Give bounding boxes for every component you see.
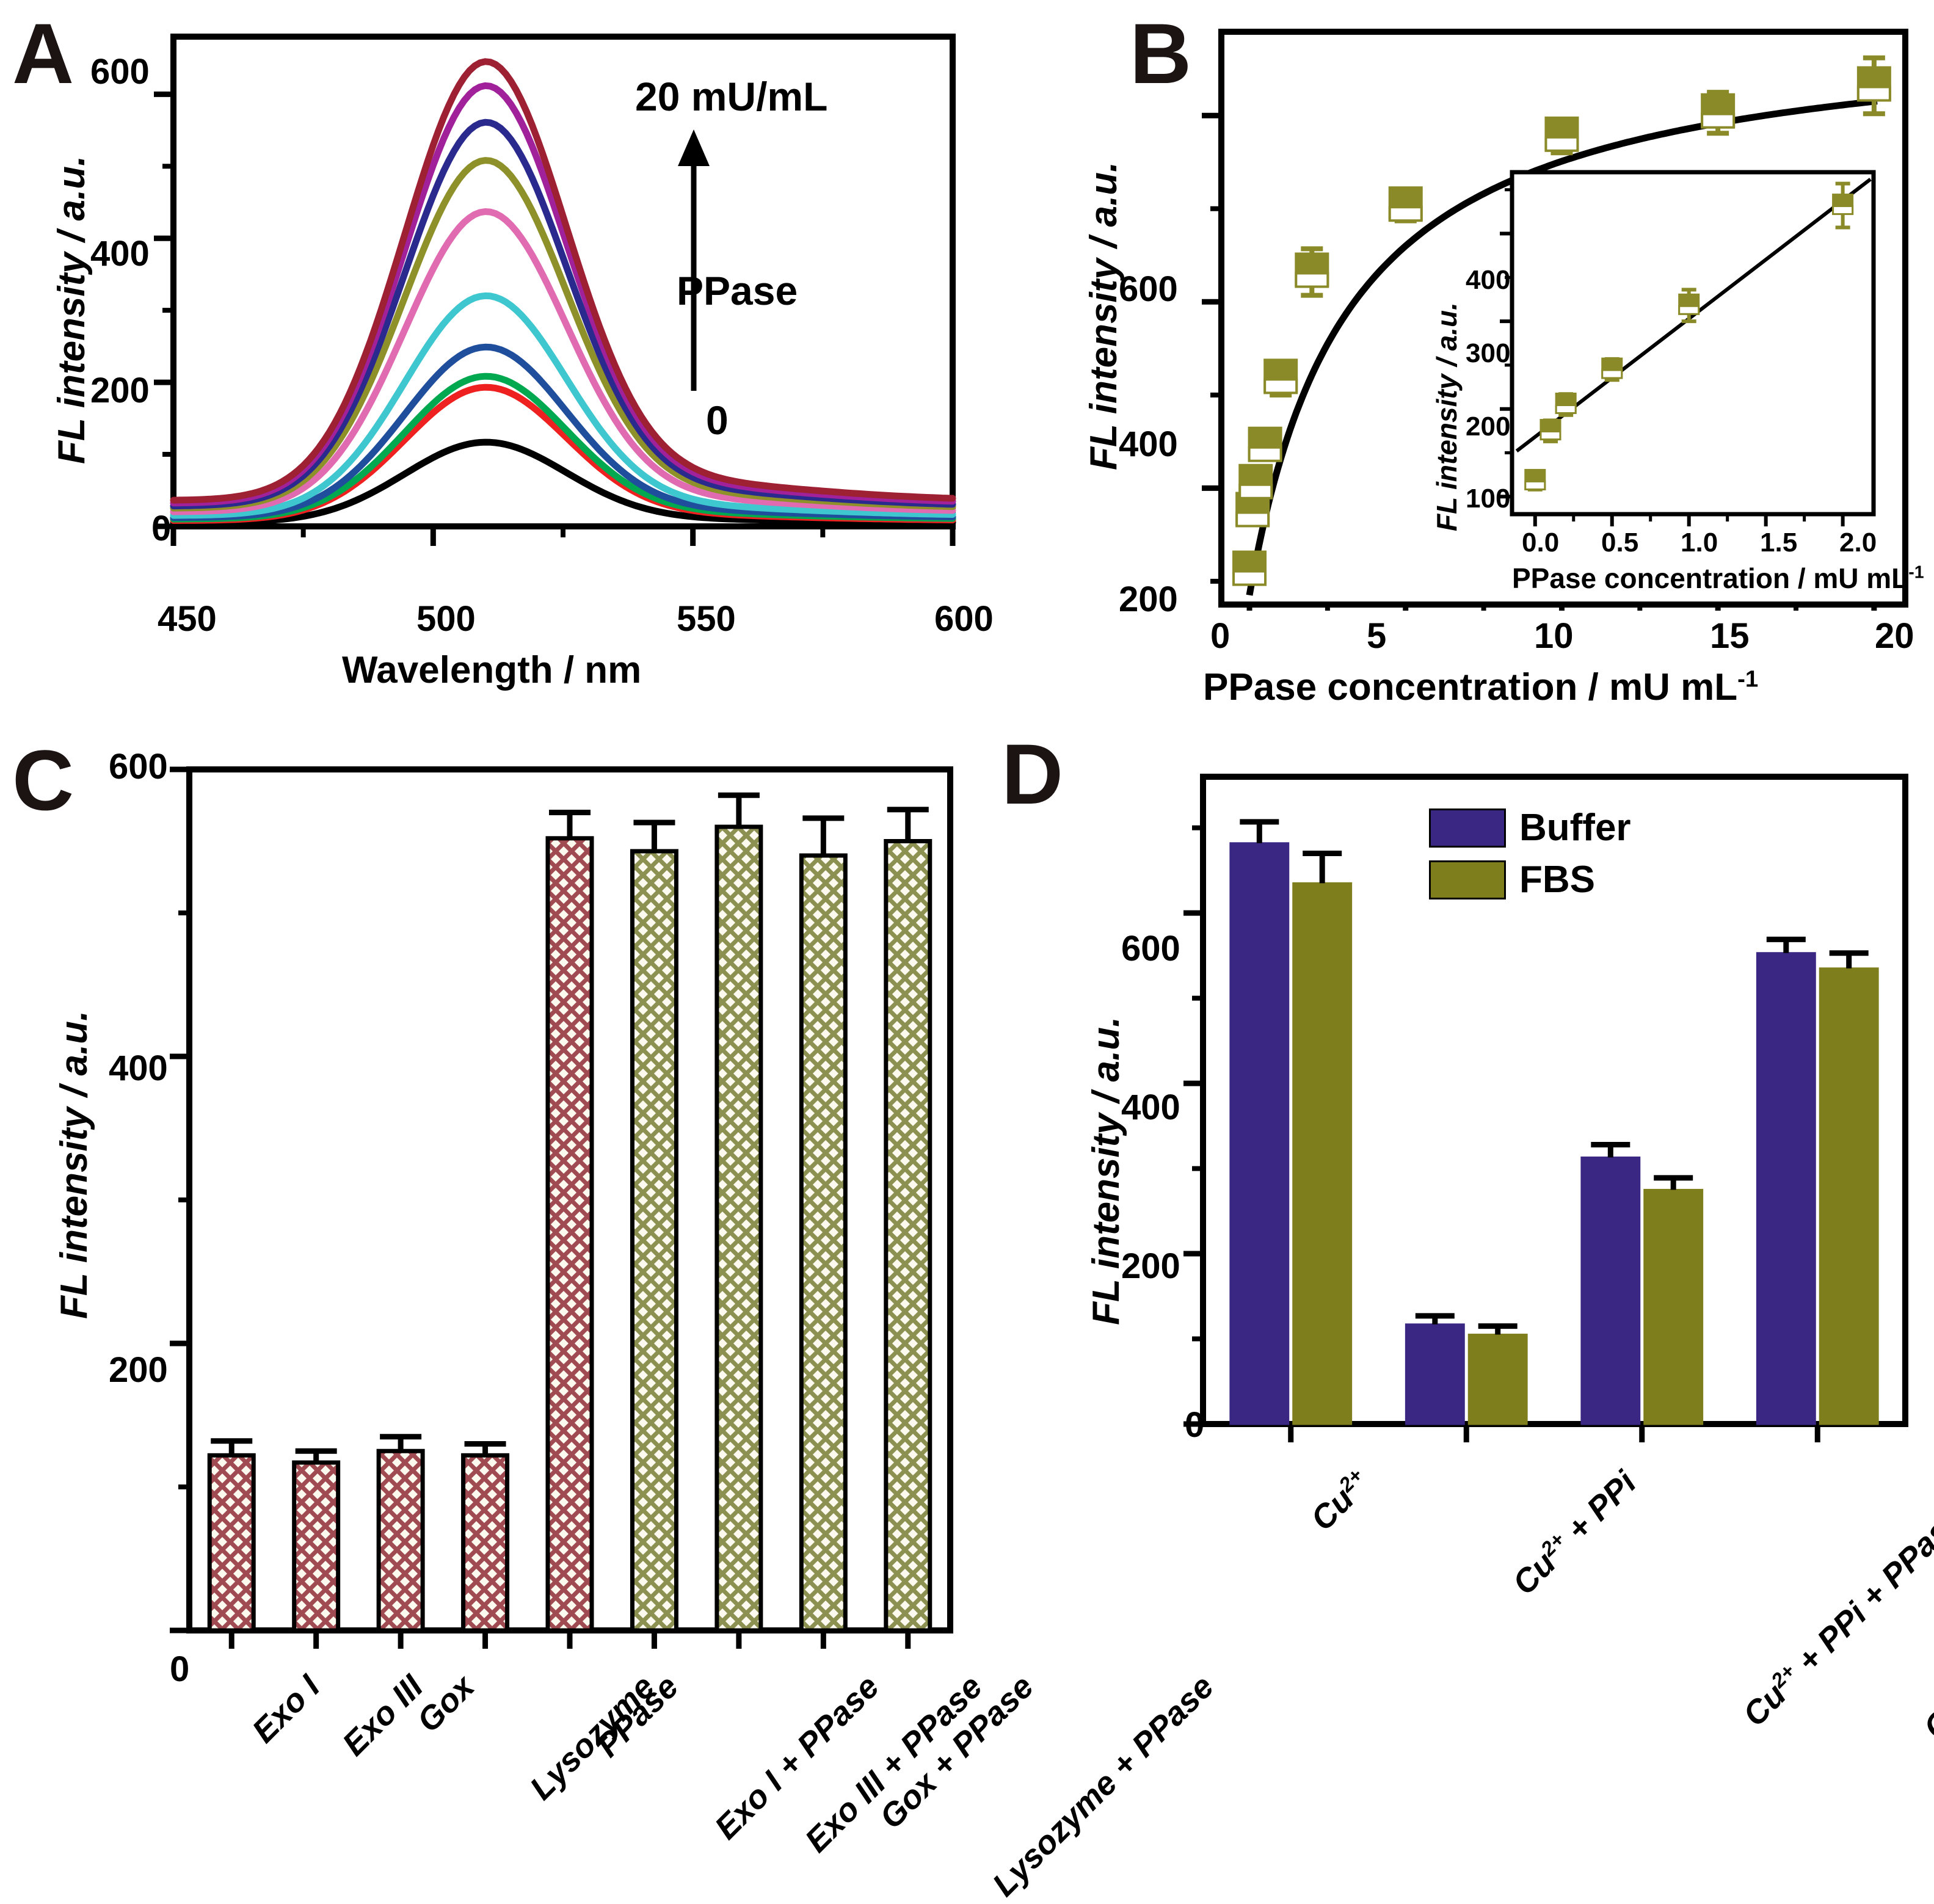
panel-b-inset-xlabel: PPase concentration / mU mL-1 (1512, 562, 1924, 595)
panel-b-plot (1202, 29, 1908, 611)
panel-b-inset-xtick-15: 1.5 (1760, 528, 1798, 558)
panel-b-inset-xlabel-text: PPase concentration / mU mL (1512, 562, 1909, 594)
panel-c-xtick-label: Exo I (245, 1668, 327, 1750)
panel-a-xtick-600: 600 (934, 599, 994, 639)
legend-swatch-buffer (1429, 808, 1506, 848)
legend-label-fbs: FBS (1519, 859, 1595, 901)
panel-a-ytick-200: 200 (90, 371, 150, 410)
legend-item-buffer: Buffer (1429, 806, 1631, 849)
panel-d-ytick-200: 200 (1121, 1246, 1180, 1286)
panel-a-plot (154, 34, 956, 546)
panel-b-inset-xtick-00: 0.0 (1522, 528, 1560, 558)
panel-d-ytick-400: 400 (1121, 1088, 1180, 1127)
panel-b-inset-xtick-10: 1.0 (1681, 528, 1718, 558)
panel-a-annotation-top: 20 mU/mL (635, 74, 828, 119)
panel-a-xtick-450: 450 (158, 599, 217, 639)
panel-c-xtick-label: Gox (410, 1668, 482, 1740)
panel-a-xtick-550: 550 (677, 599, 736, 639)
panel-c: C FL intensity / a.u. 600 400 200 0 Exo … (0, 708, 1221, 1904)
panel-d-legend: Buffer FBS (1429, 806, 1631, 910)
panel-c-plot (170, 766, 953, 1649)
panel-b-inset-xlabel-sup: -1 (1908, 562, 1924, 583)
legend-label-buffer: Buffer (1519, 807, 1631, 849)
panel-a-annotation-bottom: 0 (706, 398, 729, 443)
panel-d-label: D (1002, 726, 1064, 822)
panel-b: B FL intensity / a.u. 600 400 200 0 5 10… (977, 0, 1934, 709)
panel-b-xtick-10: 10 (1534, 616, 1574, 656)
panel-c-ytick-600: 600 (109, 747, 168, 787)
panel-b-xtick-15: 15 (1710, 616, 1750, 656)
panel-b-inset-ylabel: FL intensity / a.u. (1431, 302, 1463, 531)
panel-a-ytick-400: 400 (90, 234, 150, 274)
panel-b-inset-ytick-100: 100 (1466, 484, 1511, 514)
panel-a-xlabel: Wavelength / nm (342, 649, 642, 691)
panel-b-inset-xtick-20: 2.0 (1839, 528, 1877, 558)
panel-a-xtick-500: 500 (416, 599, 476, 639)
panel-b-label: B (1130, 5, 1192, 101)
panel-a-label: A (12, 5, 75, 101)
panel-b-xtick-5: 5 (1367, 616, 1387, 656)
panel-b-xlabel-sup: -1 (1737, 666, 1759, 692)
panel-b-ytick-200: 200 (1119, 580, 1178, 619)
panel-a: A FL intensity / a.u. 600 400 200 0 450 … (0, 0, 994, 708)
panel-b-ytick-400: 400 (1119, 424, 1178, 464)
panel-b-inset-ytick-200: 200 (1466, 412, 1511, 441)
panel-a-annotation-mid: PPase (677, 268, 798, 313)
panel-b-xtick-20: 20 (1875, 616, 1914, 656)
panel-a-ytick-600: 600 (90, 52, 150, 92)
panel-b-inset-ytick-300: 300 (1466, 338, 1511, 368)
legend-item-fbs: FBS (1429, 858, 1631, 901)
panel-b-inset-xtick-05: 0.5 (1601, 528, 1639, 558)
panel-d: D FL intensity / a.u. 600 400 200 0 Buff… (977, 708, 1934, 1746)
panel-c-ytick-400: 400 (109, 1048, 168, 1088)
panel-b-xlabel: PPase concentration / mU mL-1 (1203, 666, 1758, 709)
panel-c-ytick-200: 200 (109, 1350, 168, 1390)
panel-d-ytick-600: 600 (1121, 929, 1180, 968)
legend-swatch-fbs (1429, 860, 1506, 899)
panel-c-label: C (12, 732, 75, 828)
panel-b-ytick-600: 600 (1119, 269, 1178, 309)
panel-b-xtick-0: 0 (1210, 616, 1231, 656)
panel-d-plot (1183, 774, 1908, 1442)
panel-b-inset-ytick-400: 400 (1466, 265, 1511, 295)
panel-b-xlabel-text: PPase concentration / mU mL (1203, 666, 1738, 708)
